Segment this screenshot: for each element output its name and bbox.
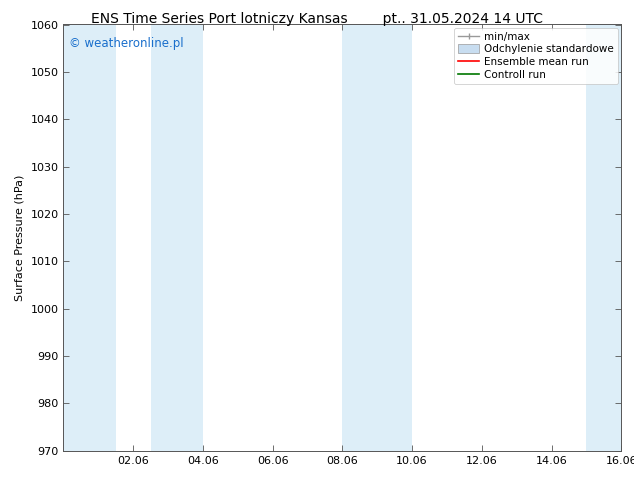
Bar xyxy=(150,24,203,451)
Text: © weatheronline.pl: © weatheronline.pl xyxy=(69,37,184,50)
Text: ENS Time Series Port lotniczy Kansas        pt.. 31.05.2024 14 UTC: ENS Time Series Port lotniczy Kansas pt.… xyxy=(91,12,543,26)
Bar xyxy=(63,24,115,451)
Y-axis label: Surface Pressure (hPa): Surface Pressure (hPa) xyxy=(15,174,25,301)
Bar xyxy=(342,24,412,451)
Bar xyxy=(586,24,621,451)
Legend: min/max, Odchylenie standardowe, Ensemble mean run, Controll run: min/max, Odchylenie standardowe, Ensembl… xyxy=(454,27,618,84)
